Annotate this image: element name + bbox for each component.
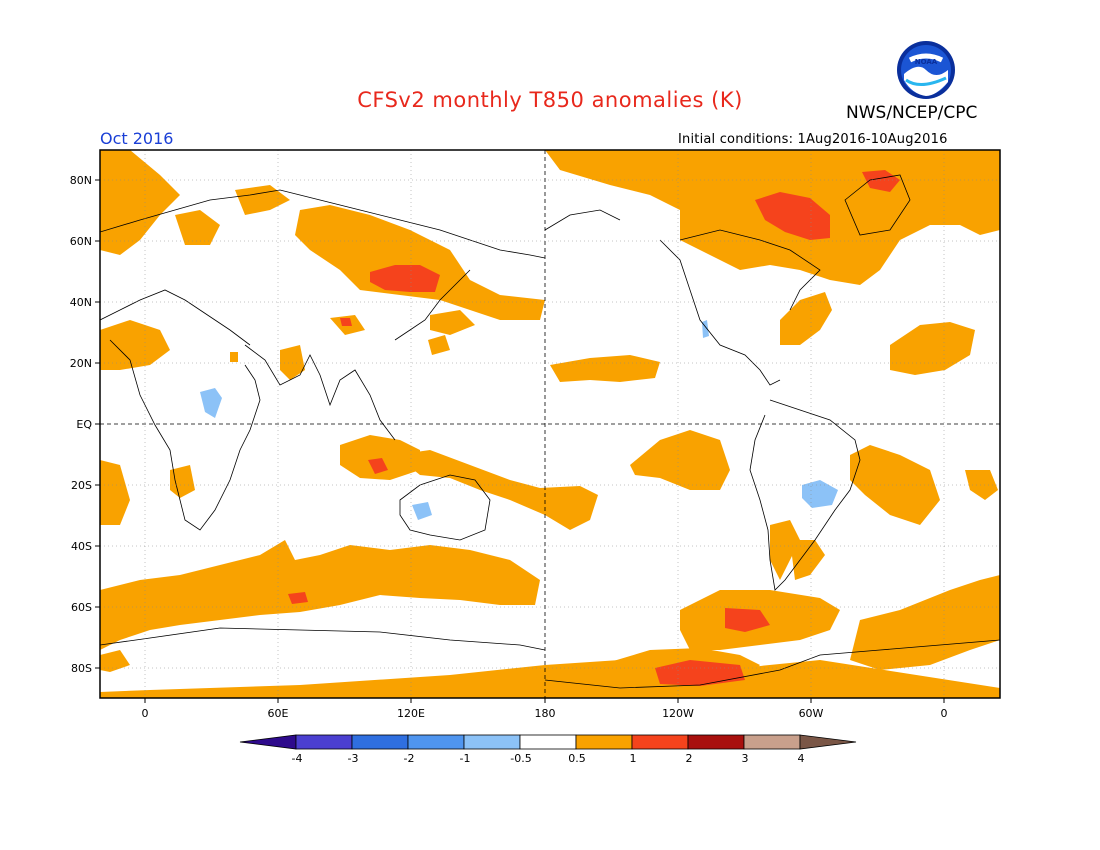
colorbar-label: -1 xyxy=(459,752,471,765)
lon-label: 120E xyxy=(397,707,425,720)
colorbar-cell xyxy=(799,734,857,750)
map-title: CFSv2 monthly T850 anomalies (K) xyxy=(357,88,743,112)
colorbar-cell xyxy=(463,734,521,750)
colorbar-cell xyxy=(631,734,689,750)
svg-text:NOAA: NOAA xyxy=(915,58,938,66)
colorbar-cell xyxy=(519,734,577,750)
lon-label: 120W xyxy=(662,707,694,720)
colorbar-label: -2 xyxy=(403,752,415,765)
colorbar xyxy=(239,734,857,750)
colorbar-label: -4 xyxy=(291,752,303,765)
colorbar-cell xyxy=(295,734,353,750)
noaa-logo-icon: NOAA xyxy=(897,41,955,99)
warm-anomaly-regions xyxy=(100,150,1000,698)
colorbar-label: 1 xyxy=(629,752,637,765)
colorbar-label: -3 xyxy=(347,752,359,765)
lon-label: 60W xyxy=(798,707,824,720)
lon-label: 180 xyxy=(534,707,556,720)
coastlines xyxy=(100,174,1000,689)
lat-label: EQ xyxy=(76,418,92,431)
lon-label: 60E xyxy=(267,707,289,720)
initial-conditions: Initial conditions: 1Aug2016-10Aug2016 xyxy=(678,132,948,147)
colorbar-label: 4 xyxy=(797,752,805,765)
lat-label: 20N xyxy=(69,357,92,370)
agency-label: NWS/NCEP/CPC xyxy=(846,103,978,123)
lon-label: 0 xyxy=(940,707,948,720)
lat-label: 40S xyxy=(71,540,92,553)
lat-label: 40N xyxy=(69,296,92,309)
colorbar-label: 2 xyxy=(685,752,693,765)
lat-label: 60S xyxy=(71,601,92,614)
colorbar-cell xyxy=(743,734,801,750)
lat-label: 80N xyxy=(69,174,92,187)
forecast-month: Oct 2016 xyxy=(100,129,174,148)
lat-label: 20S xyxy=(71,479,92,492)
colorbar-cell xyxy=(351,734,409,750)
colorbar-label: 0.5 xyxy=(568,752,586,765)
colorbar-cell xyxy=(239,734,297,750)
lat-label: 60N xyxy=(69,235,92,248)
graticule xyxy=(100,150,1000,698)
colorbar-cell xyxy=(407,734,465,750)
axis-ticks xyxy=(95,179,945,703)
lat-label: 80S xyxy=(71,662,92,675)
lon-label: 0 xyxy=(141,707,149,720)
strong-warm-anomaly-regions xyxy=(288,170,900,686)
colorbar-label: 3 xyxy=(741,752,749,765)
colorbar-cell xyxy=(687,734,745,750)
colorbar-label: -0.5 xyxy=(510,752,532,765)
colorbar-cell xyxy=(575,734,633,750)
